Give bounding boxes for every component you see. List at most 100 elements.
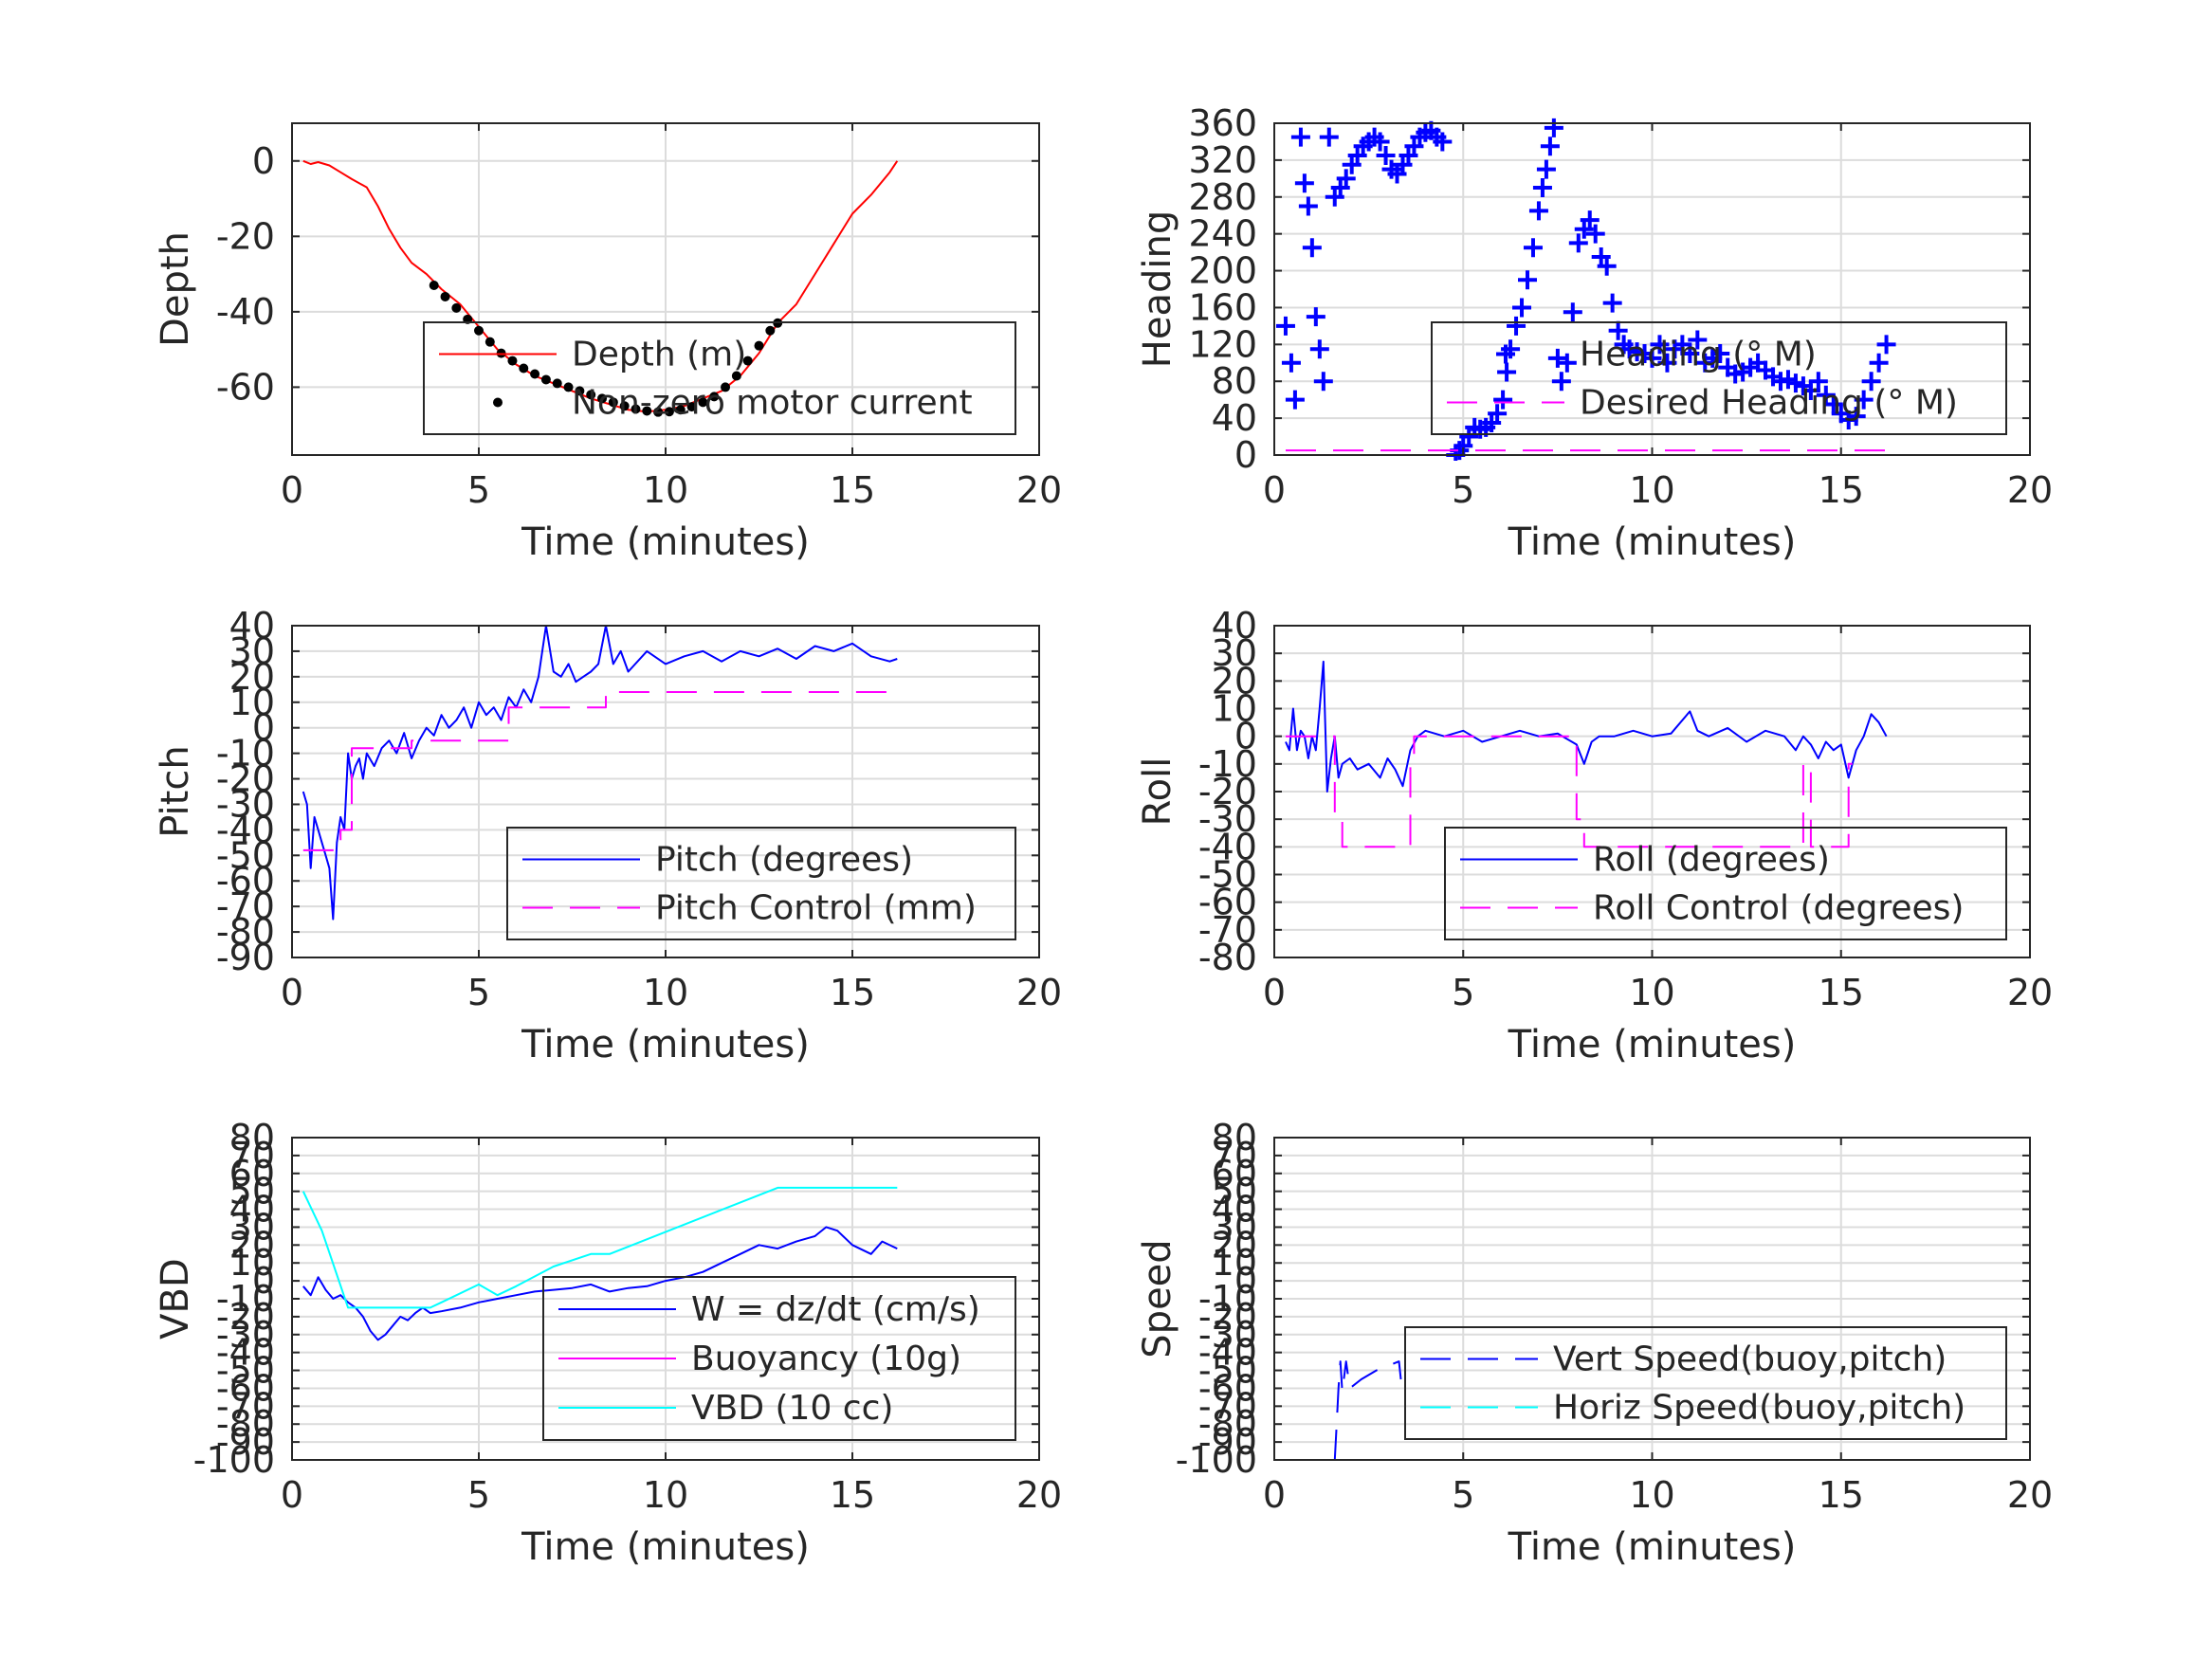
x-axis-label: Time (minutes): [1508, 1525, 1797, 1569]
y-tick-label: -20: [216, 1296, 275, 1338]
legend: Pitch (degrees) Pitch Control (mm): [506, 827, 1016, 940]
y-tick-label: -60: [1198, 1367, 1257, 1409]
y-tick-label: 20: [229, 656, 275, 698]
data-point: [709, 392, 720, 402]
y-tick-label: 40: [229, 1189, 275, 1231]
data-point: [1275, 316, 1295, 336]
y-tick-label: 60: [229, 1153, 275, 1194]
x-tick-label: 10: [643, 1474, 688, 1516]
data-point: [1642, 348, 1662, 368]
legend: Roll (degrees) Roll Control (degrees): [1444, 827, 2007, 940]
x-tick-label: 5: [467, 1474, 490, 1516]
x-tick-label: 5: [467, 469, 490, 511]
data-point: [1319, 127, 1339, 147]
y-tick-label: -30: [1198, 1314, 1257, 1356]
data-point: [1597, 256, 1617, 276]
y-tick-label: 30: [1212, 1206, 1257, 1248]
legend-box: [1404, 1326, 2007, 1440]
y-tick-label: -10: [1198, 743, 1257, 785]
legend-label: Roll Control (degrees): [1593, 889, 1964, 928]
series-0: [302, 1226, 898, 1341]
data-point: [1507, 316, 1526, 336]
y-tick-label: -90: [216, 1421, 275, 1463]
subplot-speed: 0 5 10 15 2080706050403020100-10-20-30-40-50…: [1136, 1117, 2053, 1569]
legend-label: VBD (10 cc): [691, 1389, 893, 1428]
series-line: [302, 625, 898, 921]
data-point: [1290, 127, 1310, 147]
data-point: [1680, 344, 1700, 364]
y-tick-label: -90: [1198, 1421, 1257, 1463]
series-line: [1285, 660, 1888, 793]
x-tick-label: 0: [281, 1474, 303, 1516]
y-tick-label: -40: [216, 291, 275, 333]
y-tick-label: -10: [1198, 1278, 1257, 1320]
data-point: [1568, 233, 1588, 253]
x-tick-label: 20: [1016, 972, 1062, 1013]
y-tick-label: 0: [252, 707, 275, 749]
data-point: [675, 405, 686, 415]
legend-box: [423, 321, 1016, 435]
legend-box: [1431, 321, 2007, 435]
legend-label: Non-zero motor current: [572, 384, 973, 423]
y-tick-label: 0: [252, 1260, 275, 1302]
x-tick-label: 5: [1452, 972, 1474, 1013]
subplot-vbd: 0 5 10 15 2080706050403020100-10-20-30-40-50…: [154, 1117, 1062, 1569]
data-point: [1523, 238, 1543, 258]
data-point: [1808, 372, 1828, 392]
y-tick-label: -70: [216, 1385, 275, 1427]
y-tick-label: 80: [1212, 360, 1257, 402]
y-tick-label: 30: [229, 1206, 275, 1248]
data-point: [1309, 339, 1329, 359]
legend: Depth (m) Non-zero motor current: [423, 321, 1016, 435]
y-tick-label: -50: [1198, 1350, 1257, 1392]
y-tick-label: 20: [1212, 1224, 1257, 1266]
y-tick-label: 280: [1188, 176, 1257, 218]
data-point: [1557, 353, 1577, 373]
y-tick-label: -70: [216, 885, 275, 927]
series-line: [1333, 1360, 1402, 1461]
y-tick-label: 320: [1188, 139, 1257, 181]
data-point: [1298, 196, 1318, 216]
y-tick-label: -40: [1198, 1332, 1257, 1374]
legend: Vert Speed(buoy,pitch) Horiz Speed(buoy,p…: [1404, 1326, 2007, 1440]
data-point: [1688, 330, 1708, 350]
data-point: [1313, 372, 1333, 392]
x-tick-label: 10: [643, 972, 688, 1013]
legend-swatch: [1496, 344, 1515, 364]
data-point: [1602, 293, 1622, 313]
y-tick-label: -50: [216, 834, 275, 876]
data-point: [519, 363, 529, 374]
y-tick-label: -60: [216, 366, 275, 408]
y-tick-label: -80: [1198, 1403, 1257, 1445]
data-point: [1336, 169, 1356, 189]
x-axis-label: Time (minutes): [521, 1525, 810, 1569]
subplot-pitch: 0 5 10 15 20403020100-10-20-30-40-50-60-70-8…: [154, 605, 1062, 1066]
y-tick-label: 10: [229, 682, 275, 723]
y-tick-label: 10: [229, 1242, 275, 1284]
x-tick-label: 0: [281, 972, 303, 1013]
legend-label: Pitch Control (mm): [655, 889, 977, 928]
data-point: [563, 382, 574, 392]
y-tick-label: -60: [216, 860, 275, 902]
data-point: [1580, 210, 1600, 230]
legend-label: Horiz Speed(buoy,pitch): [1553, 1389, 1965, 1428]
x-tick-label: 20: [2007, 469, 2053, 511]
legend-label: Buoyancy (10g): [691, 1340, 961, 1378]
data-point: [721, 382, 731, 392]
y-tick-label: 60: [1212, 1153, 1257, 1194]
data-point: [440, 291, 450, 301]
y-tick-label: 80: [1212, 1117, 1257, 1158]
y-tick-label: -80: [216, 1403, 275, 1445]
data-point: [642, 406, 652, 416]
data-point: [653, 407, 664, 417]
data-point: [1376, 146, 1396, 166]
y-tick-label: 160: [1188, 286, 1257, 328]
series-line: [302, 1186, 898, 1309]
series-1: [302, 691, 898, 851]
y-tick-label: 10: [1212, 1242, 1257, 1284]
y-tick-label: -20: [1198, 1296, 1257, 1338]
data-point: [1657, 353, 1677, 373]
data-point: [1302, 238, 1322, 258]
data-point: [474, 325, 484, 336]
x-axis-label: Time (minutes): [521, 1023, 810, 1066]
